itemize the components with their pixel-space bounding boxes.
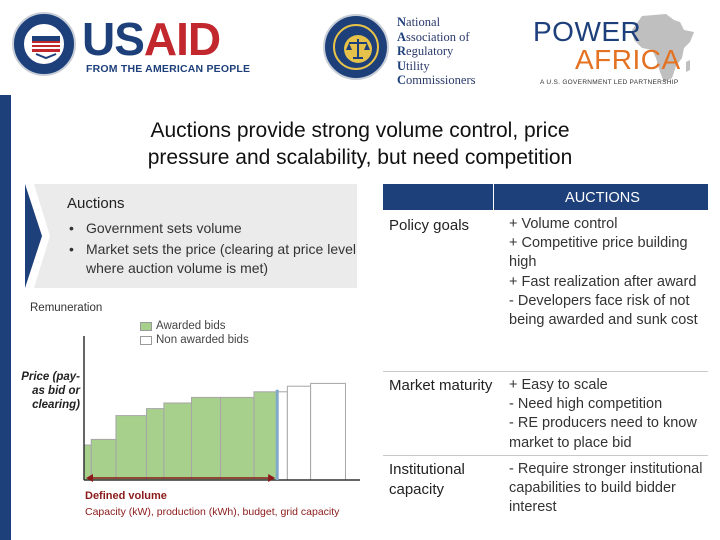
naruc-line: Commissioners [397, 73, 475, 88]
power-africa-power: POWER [533, 16, 642, 47]
usaid-seal-icon [12, 12, 76, 76]
table-row-label: Market maturity [389, 377, 493, 394]
table-cell-item: + Easy to scale [509, 377, 608, 393]
table-header-label: AUCTIONS [565, 190, 640, 206]
arrow-head-left-icon [86, 474, 93, 482]
legend-swatch-awarded [140, 322, 152, 331]
defined-volume-label: Defined volume [85, 490, 167, 502]
non-awarded-bid-bar [286, 385, 312, 481]
africa-map-icon [632, 14, 694, 82]
naruc-line: Regulatory [397, 44, 475, 59]
naruc-rest: tility [406, 58, 430, 73]
naruc-rest: ational [406, 15, 441, 29]
usaid-wordmark: USAID [82, 13, 221, 65]
table-cell-item: + Competitive price building high [509, 235, 688, 271]
table-row-label: Policy goals [389, 217, 470, 234]
left-accent-bar [0, 95, 11, 540]
awarded-bid-bar [90, 438, 117, 481]
table-row-items: + Easy to scale - Need high competition … [509, 376, 705, 453]
chevron-right-icon [24, 184, 50, 288]
slide-title-line: Auctions provide strong volume control, … [150, 119, 570, 142]
usaid-tagline: FROM THE AMERICAN PEOPLE [86, 63, 251, 75]
naruc-cap: C [397, 73, 407, 88]
table-header-divider [493, 184, 494, 210]
table-row-divider [383, 455, 708, 456]
naruc-line: Association of [397, 30, 475, 45]
naruc-line: Utility [397, 59, 475, 74]
non-awarded-bid-bar [310, 382, 346, 481]
legend-label-awarded: Awarded bids [156, 320, 226, 332]
table-cell-item: - RE producers need to know market to pl… [509, 415, 697, 451]
legend-swatch-non-awarded [140, 336, 152, 345]
awarded-bid-bar [253, 391, 278, 481]
naruc-cap: N [397, 15, 407, 29]
table-row-items: - Require stronger institutional capabil… [509, 460, 705, 518]
table-header [383, 184, 708, 210]
auctions-box [24, 184, 357, 288]
naruc-cap: R [397, 44, 407, 59]
power-africa-tagline: A U.S. GOVERNMENT LED PARTNERSHIP [540, 79, 679, 86]
awarded-bid-bar [220, 396, 255, 481]
slide-title-line: pressure and scalability, but need compe… [147, 146, 573, 169]
usaid-wordmark-us: US [82, 13, 145, 65]
table-cell-item: - Require stronger institutional capabil… [509, 461, 703, 516]
price-label: Price (pay-as bid or clearing) [21, 371, 80, 411]
remuneration-label: Remuneration [30, 302, 103, 314]
bullet-text: Market sets the price (clearing at price… [86, 241, 356, 276]
slide-title: Auctions provide strong volume control, … [60, 117, 660, 171]
list-item: • Government sets volume [69, 220, 242, 236]
table-row-label: Institutional capacity [389, 461, 465, 498]
power-africa-africa: AFRICA [575, 44, 681, 75]
naruc-wordmark: National Association of Regulatory Utili… [397, 15, 475, 88]
naruc-line: National [397, 15, 475, 30]
naruc-seal-icon [323, 14, 389, 80]
defined-volume-sublabel: Capacity (kW), production (kWh), budget,… [85, 506, 340, 518]
arrow-head-right-icon [268, 474, 276, 482]
non-awarded-bid-bar [276, 391, 288, 481]
naruc-rest: ssociation of [406, 29, 470, 44]
auctions-bullet-list: • Government sets volume • Market sets the… [68, 219, 358, 280]
awarded-bid-bar [83, 444, 92, 481]
bullet-text: Government sets volume [86, 220, 242, 236]
table-cell-item: - Need high competition [509, 396, 663, 413]
awarded-bid-bar [163, 402, 192, 481]
naruc-rest: ommissioners [406, 73, 476, 88]
naruc-rest: egulatory [406, 44, 454, 59]
usaid-wordmark-aid: AID [143, 13, 221, 65]
table-cell-item: + Volume control [509, 216, 618, 232]
table-cell-item: - Developers face risk of not being awar… [509, 292, 698, 329]
auctions-heading: Auctions [67, 195, 125, 212]
table-row-items: + Volume control + Competitive price bui… [509, 215, 705, 330]
awarded-bid-bar [145, 408, 165, 481]
table-cell-item: + Fast realization after award [509, 273, 697, 290]
naruc-cap: A [397, 29, 407, 44]
list-item: • Market sets the price (clearing at pric… [69, 241, 356, 276]
naruc-cap: U [397, 58, 407, 73]
legend-label-non-awarded: Non awarded bids [156, 334, 249, 346]
awarded-bid-bar [115, 415, 147, 481]
awarded-bid-bar [190, 396, 222, 481]
table-row-divider [383, 371, 708, 372]
